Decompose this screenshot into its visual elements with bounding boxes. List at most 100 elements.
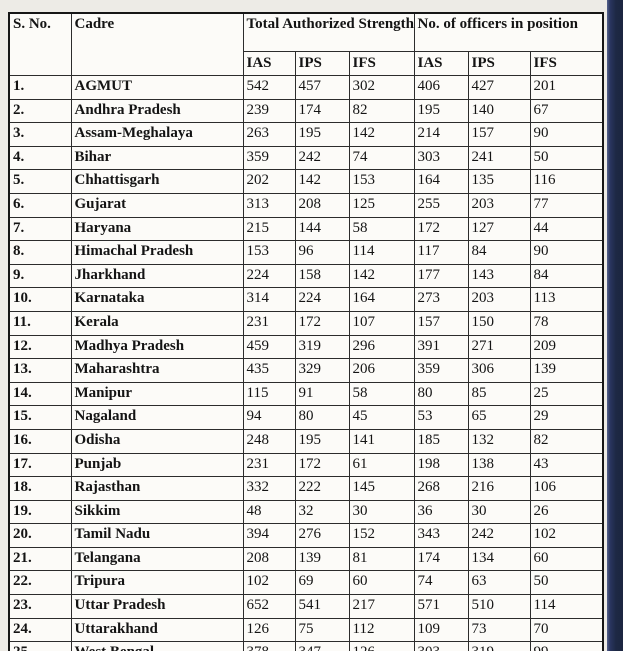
cadre-cell: Andhra Pradesh bbox=[70, 98, 244, 124]
table-row: 23. Uttar Pradesh 652 541 217 571 510 114 bbox=[8, 594, 604, 619]
sno-cell: 6. bbox=[8, 192, 72, 218]
ias-pos-cell: 198 bbox=[413, 452, 469, 478]
sno-cell: 8. bbox=[8, 240, 72, 265]
ias-auth-cell: 542 bbox=[242, 75, 296, 100]
ips-pos-cell: 157 bbox=[467, 122, 531, 147]
table-row: 14. Manipur 115 91 58 80 85 25 bbox=[8, 381, 604, 407]
ips-pos-cell: 127 bbox=[467, 216, 531, 242]
ips-pos-cell: 150 bbox=[467, 310, 531, 336]
sno-cell: 25. bbox=[8, 641, 72, 651]
table-row: 1. AGMUT 542 457 302 406 427 201 bbox=[8, 75, 604, 100]
ifs-auth-cell: 152 bbox=[348, 523, 415, 548]
ias-pos-cell: 255 bbox=[413, 192, 469, 218]
ips-auth-cell: 195 bbox=[294, 122, 350, 147]
sno-cell: 19. bbox=[8, 499, 72, 525]
table-row: 20. Tamil Nadu 394 276 152 343 242 102 bbox=[8, 523, 604, 548]
ifs-auth-cell: 61 bbox=[348, 452, 415, 478]
ips-pos-cell: 85 bbox=[467, 381, 531, 407]
authorized-strength-header: Total Authorized Strength bbox=[242, 12, 415, 52]
ifs-pos-cell: 116 bbox=[529, 169, 604, 194]
cadre-cell: Himachal Pradesh bbox=[70, 240, 244, 265]
sno-cell: 10. bbox=[8, 287, 72, 312]
ips-auth-cell: 208 bbox=[294, 192, 350, 218]
ips-pos-cell: 140 bbox=[467, 98, 531, 124]
ifs-pos-cell: 50 bbox=[529, 570, 604, 596]
cadre-cell: West Bengal bbox=[70, 641, 244, 651]
ifs-auth-cell: 142 bbox=[348, 122, 415, 147]
ias-pos-cell: 36 bbox=[413, 499, 469, 525]
ias-pos-cell: 117 bbox=[413, 240, 469, 265]
ips-pos-cell: 271 bbox=[467, 334, 531, 360]
table-row: 6. Gujarat 313 208 125 255 203 77 bbox=[8, 192, 604, 218]
sno-cell: 12. bbox=[8, 334, 72, 360]
cadre-cell: Punjab bbox=[70, 452, 244, 478]
cadre-cell: Assam-Meghalaya bbox=[70, 122, 244, 147]
ias-pos-cell: 303 bbox=[413, 145, 469, 171]
sno-column-header: S. No. bbox=[8, 12, 72, 76]
cadre-cell: Chhattisgarh bbox=[70, 169, 244, 194]
cadre-cell: Odisha bbox=[70, 428, 244, 454]
ias-auth-cell: 359 bbox=[242, 145, 296, 171]
ifs-pos-cell: 67 bbox=[529, 98, 604, 124]
table-row: 4. Bihar 359 242 74 303 241 50 bbox=[8, 145, 604, 171]
ias-pos-cell: 303 bbox=[413, 641, 469, 651]
ias-auth-cell: 153 bbox=[242, 240, 296, 265]
table-row: 12. Madhya Pradesh 459 319 296 391 271 209 bbox=[8, 334, 604, 360]
ias-pos-header: IAS bbox=[413, 51, 469, 76]
ips-pos-cell: 203 bbox=[467, 287, 531, 312]
ifs-auth-cell: 153 bbox=[348, 169, 415, 194]
ips-pos-cell: 319 bbox=[467, 641, 531, 651]
ifs-auth-cell: 30 bbox=[348, 499, 415, 525]
cadre-cell: Karnataka bbox=[70, 287, 244, 312]
ias-pos-cell: 157 bbox=[413, 310, 469, 336]
ips-pos-cell: 143 bbox=[467, 263, 531, 289]
table-row: 17. Punjab 231 172 61 198 138 43 bbox=[8, 452, 604, 478]
cadre-cell: Madhya Pradesh bbox=[70, 334, 244, 360]
ias-auth-cell: 314 bbox=[242, 287, 296, 312]
ias-pos-cell: 359 bbox=[413, 358, 469, 383]
cadre-strength-table: S. No. Cadre Total Authorized Strength N… bbox=[8, 12, 605, 651]
ips-auth-cell: 347 bbox=[294, 641, 350, 651]
ias-pos-cell: 343 bbox=[413, 523, 469, 548]
ips-pos-cell: 135 bbox=[467, 169, 531, 194]
sno-cell: 15. bbox=[8, 405, 72, 430]
sno-cell: 22. bbox=[8, 570, 72, 596]
ias-auth-cell: 239 bbox=[242, 98, 296, 124]
ips-auth-cell: 224 bbox=[294, 287, 350, 312]
table-row: 16. Odisha 248 195 141 185 132 82 bbox=[8, 428, 604, 454]
ips-auth-cell: 172 bbox=[294, 452, 350, 478]
ias-auth-cell: 231 bbox=[242, 310, 296, 336]
ifs-auth-cell: 60 bbox=[348, 570, 415, 596]
ips-auth-cell: 457 bbox=[294, 75, 350, 100]
ifs-auth-cell: 302 bbox=[348, 75, 415, 100]
ias-auth-cell: 48 bbox=[242, 499, 296, 525]
cadre-cell: AGMUT bbox=[70, 75, 244, 100]
ias-auth-cell: 248 bbox=[242, 428, 296, 454]
cadre-cell: Uttar Pradesh bbox=[70, 594, 244, 619]
ips-auth-cell: 80 bbox=[294, 405, 350, 430]
ifs-auth-cell: 126 bbox=[348, 641, 415, 651]
ias-pos-cell: 195 bbox=[413, 98, 469, 124]
table-row: 11. Kerala 231 172 107 157 150 78 bbox=[8, 310, 604, 336]
ifs-auth-cell: 58 bbox=[348, 381, 415, 407]
ifs-pos-header: IFS bbox=[529, 51, 604, 76]
cadre-cell: Rajasthan bbox=[70, 476, 244, 501]
ips-pos-cell: 510 bbox=[467, 594, 531, 619]
cadre-cell: Jharkhand bbox=[70, 263, 244, 289]
sno-cell: 3. bbox=[8, 122, 72, 147]
table-row: 25.West Bengal37834712630331999 bbox=[8, 641, 604, 651]
ifs-auth-cell: 145 bbox=[348, 476, 415, 501]
ips-auth-cell: 319 bbox=[294, 334, 350, 360]
ias-pos-cell: 185 bbox=[413, 428, 469, 454]
ifs-pos-cell: 44 bbox=[529, 216, 604, 242]
table-row: 5. Chhattisgarh 202 142 153 164 135 116 bbox=[8, 169, 604, 194]
ips-auth-cell: 276 bbox=[294, 523, 350, 548]
table-row: 10. Karnataka 314 224 164 273 203 113 bbox=[8, 287, 604, 312]
ifs-pos-cell: 43 bbox=[529, 452, 604, 478]
ips-auth-cell: 96 bbox=[294, 240, 350, 265]
cadre-cell: Bihar bbox=[70, 145, 244, 171]
sno-cell: 17. bbox=[8, 452, 72, 478]
table-row: 22. Tripura 102 69 60 74 63 50 bbox=[8, 570, 604, 596]
table-row: 15. Nagaland 94 80 45 53 65 29 bbox=[8, 405, 604, 430]
